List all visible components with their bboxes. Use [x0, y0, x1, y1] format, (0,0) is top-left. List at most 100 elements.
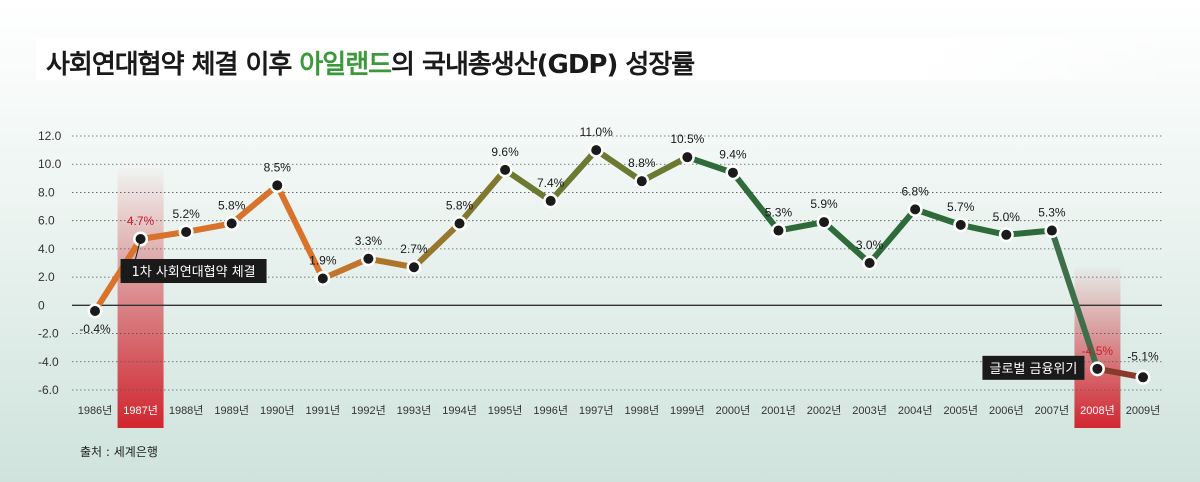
- value-label: 9.4%: [719, 148, 747, 162]
- line-segment: [92, 236, 144, 314]
- value-label: 11.0%: [580, 125, 613, 139]
- data-point: [636, 176, 647, 187]
- annotation-leader: [135, 238, 142, 260]
- value-label: 4.7%: [127, 214, 155, 228]
- y-tick-label: 6.0: [38, 214, 55, 228]
- x-tick-label: 1993년: [397, 404, 432, 417]
- line-segment: [456, 166, 509, 227]
- value-label: -4.5%: [1082, 344, 1114, 358]
- data-point: [363, 253, 374, 264]
- line-segment: [502, 166, 554, 204]
- data-point: [226, 218, 237, 229]
- line-segment: [684, 154, 736, 176]
- y-tick-label: 0: [38, 298, 45, 312]
- data-point: [955, 219, 966, 230]
- x-tick-label: 1995년: [488, 404, 523, 417]
- x-tick-label: 2002년: [807, 404, 842, 417]
- x-tick-label: 2005년: [943, 404, 978, 417]
- x-tick-label: 2009년: [1126, 404, 1161, 417]
- line-segment: [821, 219, 873, 266]
- line-segment: [1048, 227, 1101, 372]
- value-label: -0.4%: [79, 322, 111, 336]
- x-tick-label: 2008년: [1080, 404, 1115, 417]
- x-tick-label: 2001년: [761, 404, 796, 417]
- data-point: [500, 164, 511, 175]
- line-segment: [365, 255, 417, 271]
- line-segment: [547, 147, 600, 204]
- data-point: [864, 258, 875, 268]
- title-prefix: 사회연대협약 체결 이후: [46, 50, 300, 80]
- annotation-text: 1차 사회연대협약 체결: [131, 265, 255, 280]
- value-label: 9.6%: [491, 145, 519, 159]
- data-point: [1001, 229, 1012, 240]
- line-segment: [912, 206, 964, 228]
- data-point: [819, 217, 830, 228]
- x-tick-label: 2003년: [852, 404, 887, 417]
- x-tick-label: 2007년: [1035, 404, 1070, 417]
- value-label: 5.8%: [446, 198, 474, 212]
- y-tick-label: -4.0: [38, 355, 59, 369]
- line-segment: [137, 228, 190, 243]
- y-tick-label: 10.0: [38, 157, 62, 171]
- data-point: [272, 180, 283, 191]
- x-tick-label: 1989년: [214, 404, 249, 417]
- data-point: [727, 167, 738, 178]
- line-segment: [638, 154, 691, 185]
- value-label: 5.2%: [172, 207, 200, 221]
- value-label: -5.1%: [1127, 349, 1159, 363]
- line-segment: [410, 220, 463, 271]
- data-point: [910, 204, 921, 215]
- value-label: 7.4%: [537, 176, 565, 190]
- data-point: [1092, 363, 1103, 374]
- data-point: [408, 262, 419, 273]
- value-label: 8.5%: [264, 160, 292, 174]
- data-point: [1138, 372, 1148, 383]
- value-label: 8.8%: [628, 156, 656, 170]
- line-segment: [274, 182, 326, 282]
- value-label: 3.0%: [856, 238, 884, 252]
- x-tick-label: 1994년: [442, 404, 477, 417]
- data-point: [545, 195, 556, 206]
- value-label: 5.9%: [810, 197, 838, 211]
- value-label: 3.3%: [355, 234, 383, 248]
- line-segment: [183, 220, 235, 235]
- x-tick-label: 2006년: [989, 404, 1024, 417]
- value-label: 5.3%: [765, 206, 793, 220]
- title-highlight: 아일랜드: [299, 50, 392, 80]
- line-segment: [319, 255, 372, 282]
- line-segment: [1094, 365, 1146, 381]
- title-box: 사회연대협약 체결 이후 아일랜드의 국내총생산(GDP) 성장률: [36, 38, 1190, 80]
- data-point: [90, 305, 100, 316]
- x-tick-label: 1996년: [533, 404, 568, 417]
- x-tick-label: 1987년: [123, 404, 158, 417]
- x-tick-label: 1990년: [260, 404, 295, 417]
- y-tick-label: 8.0: [38, 185, 55, 199]
- y-tick-label: 4.0: [38, 242, 55, 256]
- value-label: 5.8%: [218, 198, 246, 212]
- y-tick-label: 12.0: [38, 129, 62, 143]
- line-segment: [957, 221, 1010, 238]
- y-tick-label: 2.0: [38, 270, 55, 284]
- value-label: 5.7%: [947, 200, 975, 214]
- value-label: 5.3%: [1038, 206, 1066, 220]
- data-point: [591, 145, 602, 156]
- data-point: [1046, 225, 1057, 236]
- highlight-band: [1074, 265, 1121, 428]
- annotation-box: [120, 259, 267, 284]
- line-segment: [228, 182, 281, 227]
- data-point: [181, 226, 192, 237]
- value-label: 10.5%: [670, 132, 704, 146]
- value-label: 5.0%: [993, 210, 1021, 224]
- x-tick-label: 1998년: [624, 404, 659, 417]
- x-tick-label: 1991년: [306, 404, 341, 417]
- data-point: [454, 218, 465, 229]
- annotation-box: [982, 355, 1085, 380]
- data-point: [682, 152, 693, 163]
- data-point: [317, 273, 328, 284]
- x-tick-label: 2004년: [898, 404, 933, 417]
- x-tick-label: 1988년: [169, 404, 204, 417]
- x-tick-label: 2000년: [716, 404, 751, 417]
- y-tick-label: -6.0: [38, 383, 59, 397]
- line-segment: [593, 147, 645, 185]
- x-tick-label: 1992년: [351, 404, 386, 417]
